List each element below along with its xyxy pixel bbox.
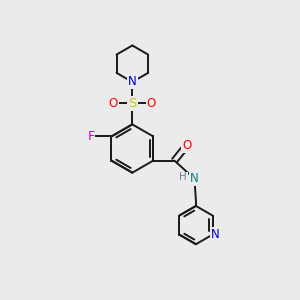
Text: O: O <box>147 97 156 110</box>
Text: H: H <box>179 172 187 182</box>
Text: N: N <box>128 76 137 88</box>
Text: S: S <box>128 97 136 110</box>
Text: N: N <box>211 228 219 241</box>
Text: N: N <box>190 172 199 185</box>
Text: O: O <box>182 139 191 152</box>
Text: F: F <box>87 130 94 143</box>
Text: O: O <box>109 97 118 110</box>
